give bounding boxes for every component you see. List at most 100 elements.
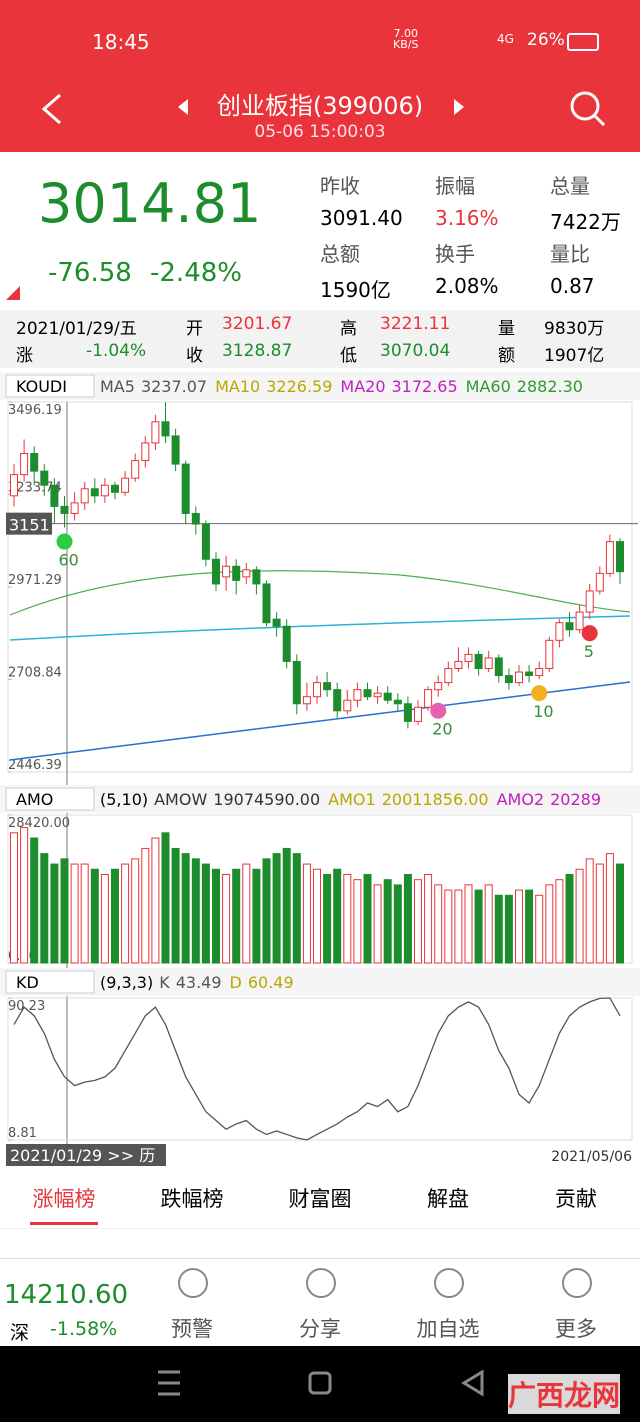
nav-home[interactable] [308,1371,332,1395]
bottom-button[interactable]: 更多 [555,1317,597,1341]
legend-value: 60.49 [248,973,294,992]
candle-body [605,541,614,574]
volume-bar [393,884,402,964]
volume-bar [444,889,453,964]
volume-bar [80,863,89,964]
candle-body [403,703,412,722]
candle-body [444,668,453,684]
speed: 7.00 KB/S [393,28,418,50]
price-line-box [6,512,52,535]
volume-bar [171,847,180,964]
marker-label: 20 [432,720,452,739]
time: 18:45 [92,30,150,54]
volume-bar [201,863,210,964]
volume-bar [525,889,534,964]
tab[interactable]: 解盘 [427,1187,469,1211]
candle-body [272,618,281,627]
candle-body [191,512,200,525]
back[interactable] [41,93,61,125]
volume-bar [414,879,422,964]
stat-label: 总量 [550,174,590,198]
candle-body [90,488,99,497]
candle-body [60,505,69,514]
day-info-bg [0,310,640,368]
legend-value: 2882.30 [517,377,583,396]
nav-back[interactable] [461,1369,484,1397]
volume-bar [454,889,463,964]
stat-label: 换手 [435,242,475,266]
volume-bar [515,889,523,964]
price: 3014.81 [38,172,262,235]
volume-bar [141,847,150,964]
candle-body [212,558,220,585]
volume-bar [151,837,160,964]
trend-line [9,681,631,761]
y-tick-label: 3233.74 [8,481,62,496]
candle-body [434,682,443,691]
day-label: 低 [340,346,357,366]
candle-body [141,442,150,462]
end-label: 2021/05/06 [551,1149,632,1165]
candle-body [252,569,261,585]
volume-bar [595,863,604,964]
volume-bar [605,853,614,964]
bottom-button[interactable]: 预警 [171,1317,213,1341]
candle-body [121,477,130,493]
tab[interactable]: 财富圈 [288,1187,352,1211]
candle-body [333,689,342,712]
candle-body [504,675,513,684]
volume-bar [383,879,392,964]
volume-bar [262,858,271,964]
candle-body [10,474,18,497]
legend-value: 20289 [550,790,601,809]
volume-bar [323,873,332,964]
stat-value: 3091.40 [320,206,403,230]
plot-frame [7,997,633,1141]
start-label: 2021/01/29 >> 历 [10,1146,155,1165]
volume-bar [40,853,49,964]
candle-body [80,488,89,504]
bottom-icon [562,1268,592,1298]
candle-body [565,622,574,631]
speed-unit: KB/S [393,38,419,51]
candle-body [484,657,493,670]
tab[interactable]: 涨幅榜 [32,1187,96,1211]
y-tick-label: 3496.19 [8,403,62,418]
search[interactable] [570,91,600,121]
index-change: -1.58% [50,1318,118,1340]
tab[interactable]: 贡献 [555,1187,597,1211]
volume-bar [10,832,18,964]
candle-body [313,682,321,698]
legend-value: 20011856.00 [382,790,489,809]
nav-menu[interactable] [158,1370,180,1396]
day-value: 9830万 [544,319,605,339]
indicator: AMO [16,790,53,809]
y-tick-label: 2708.84 [8,666,62,681]
marker-icon [531,685,548,702]
candle-body [616,541,624,573]
candle-body [393,699,402,705]
candle-body [525,671,534,677]
candle-body [414,706,422,722]
volume-bar [20,827,29,964]
nav-icons [158,1369,484,1397]
day-value: 3221.11 [380,314,451,334]
marker-label: 5 [584,642,594,661]
tab[interactable]: 跌幅榜 [160,1187,224,1211]
bottom-button[interactable]: 分享 [299,1317,341,1341]
bottom-icon [306,1268,336,1298]
volume-bar [242,863,251,964]
candle-body [282,625,291,662]
stat-value: 3.16% [435,206,499,230]
bottom-button[interactable]: 加自选 [416,1317,480,1341]
candle-body [111,484,119,493]
indicator-box [5,374,95,398]
legend-value: 43.49 [176,973,222,992]
legend-value: 3226.59 [266,377,332,396]
day-label: 量 [498,319,515,339]
candle-body [232,565,241,581]
volume-bar [272,853,281,964]
stat-value: 2.08% [435,274,499,298]
change: -76.58 [48,258,132,288]
volume-bar [292,853,301,964]
